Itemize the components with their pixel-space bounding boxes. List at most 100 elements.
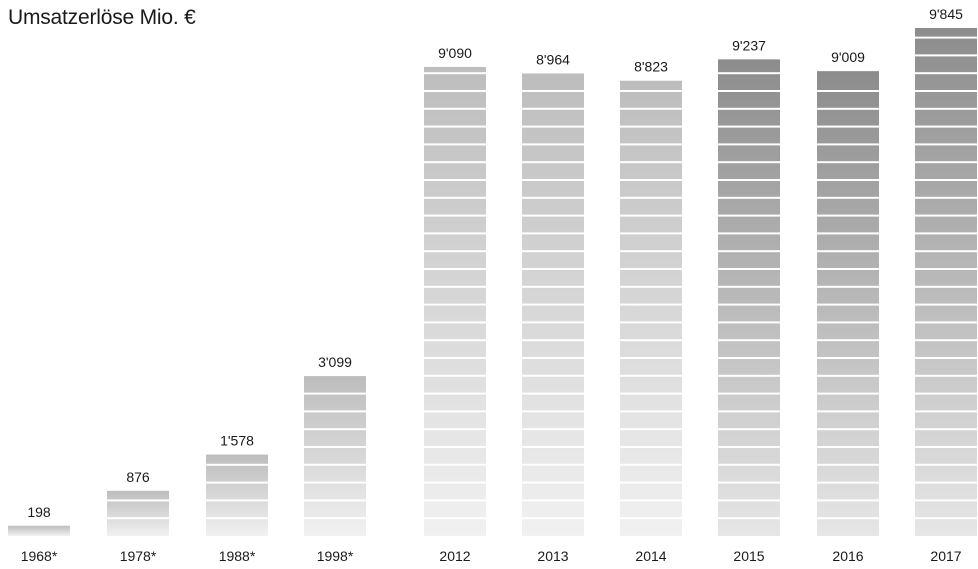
tick-labels-layer: 1968* 1978* 1988* 1998* 2012 2013 2014 2015 2016… <box>21 548 962 564</box>
bar-stripe <box>817 481 879 484</box>
bar-stripe <box>522 268 584 270</box>
bar-1978 <box>107 490 169 536</box>
bar-stripe <box>522 232 584 235</box>
bar-stripe <box>424 339 486 342</box>
bar-stripe <box>206 463 268 466</box>
bar-stripe <box>718 107 780 110</box>
bar-stripe <box>915 143 977 146</box>
x-tick-label: 2012 <box>439 548 470 564</box>
bar-stripe <box>620 357 682 359</box>
bar-stripe <box>915 410 977 413</box>
bar-stripe <box>522 161 584 164</box>
bar-1968 <box>8 525 70 536</box>
bar-stripe <box>522 428 584 431</box>
bar-stripe <box>915 517 977 520</box>
bar-stripe <box>522 143 584 146</box>
bar-stripe <box>817 285 879 288</box>
bar-stripe <box>620 143 682 146</box>
x-tick-label: 2017 <box>930 548 961 564</box>
bar-stripe <box>915 161 977 164</box>
bar-stripe <box>817 250 879 253</box>
bar-stripe <box>522 463 584 466</box>
bar-stripe <box>522 392 584 395</box>
bar-stripe <box>718 196 780 199</box>
x-tick-label: 2016 <box>832 548 863 564</box>
value-label: 8'964 <box>536 51 570 67</box>
value-label: 9'090 <box>438 45 472 61</box>
bar-stripe <box>620 517 682 520</box>
bar-body <box>8 525 70 536</box>
bar-stripe <box>718 90 780 92</box>
bar-stripe <box>522 125 584 128</box>
bar-stripe <box>718 268 780 270</box>
bar-stripe <box>620 321 682 324</box>
bar-stripe <box>817 214 879 217</box>
bar-stripe <box>620 410 682 413</box>
bar-body <box>206 454 268 536</box>
bar-stripe <box>107 517 169 520</box>
bar-stripe <box>915 285 977 288</box>
bar-stripe <box>424 410 486 413</box>
bar-stripe <box>424 285 486 288</box>
bar-stripe <box>620 303 682 306</box>
bar-stripe <box>424 357 486 359</box>
bar-stripe <box>304 446 366 448</box>
bar-stripe <box>522 481 584 484</box>
bar-stripe <box>718 250 780 253</box>
bar-body <box>817 71 879 537</box>
bar-stripe <box>915 232 977 235</box>
bar-stripe <box>522 303 584 306</box>
bar-stripe <box>424 321 486 324</box>
bar-stripe <box>817 428 879 431</box>
bar-stripe <box>620 161 682 164</box>
bar-stripe <box>304 517 366 520</box>
bar-stripe <box>424 143 486 146</box>
bar-stripe <box>424 517 486 520</box>
bar-stripe <box>522 374 584 377</box>
bar-stripe <box>206 499 268 502</box>
bar-stripe <box>915 446 977 448</box>
value-label: 1'578 <box>220 433 254 449</box>
bar-stripe <box>817 107 879 110</box>
bar-stripe <box>915 196 977 199</box>
bar-body <box>915 28 977 536</box>
bar-stripe <box>620 250 682 253</box>
bar-stripe <box>718 481 780 484</box>
bar-2013 <box>522 73 584 537</box>
bar-stripe <box>718 232 780 235</box>
bar-stripe <box>424 90 486 92</box>
bar-stripe <box>718 392 780 395</box>
bar-stripe <box>915 303 977 306</box>
bar-stripe <box>620 339 682 342</box>
bar-body <box>620 80 682 537</box>
bar-body <box>107 490 169 536</box>
bar-stripe <box>817 517 879 520</box>
x-tick-label: 1968* <box>21 548 58 564</box>
bar-stripe <box>915 339 977 342</box>
bar-stripe <box>718 446 780 448</box>
bar-stripe <box>522 321 584 324</box>
bar-stripe <box>718 179 780 181</box>
bar-stripe <box>915 499 977 502</box>
bar-stripe <box>718 357 780 359</box>
bar-stripe <box>424 161 486 164</box>
bar-stripe <box>817 463 879 466</box>
bar-stripe <box>424 107 486 110</box>
bar-stripe <box>424 232 486 235</box>
value-label: 9'237 <box>732 37 766 53</box>
bar-stripe <box>718 517 780 520</box>
bars-layer <box>8 28 977 537</box>
x-tick-label: 1978* <box>120 548 157 564</box>
value-label: 198 <box>27 504 51 520</box>
bar-stripe <box>915 357 977 359</box>
bar-stripe <box>620 499 682 502</box>
bar-stripe <box>620 268 682 270</box>
bar-stripe <box>718 428 780 431</box>
bar-stripe <box>718 321 780 324</box>
bar-stripe <box>817 321 879 324</box>
bar-stripe <box>718 410 780 413</box>
bar-stripe <box>718 125 780 128</box>
bar-stripe <box>817 392 879 395</box>
bar-stripe <box>620 446 682 448</box>
bar-stripe <box>620 214 682 217</box>
